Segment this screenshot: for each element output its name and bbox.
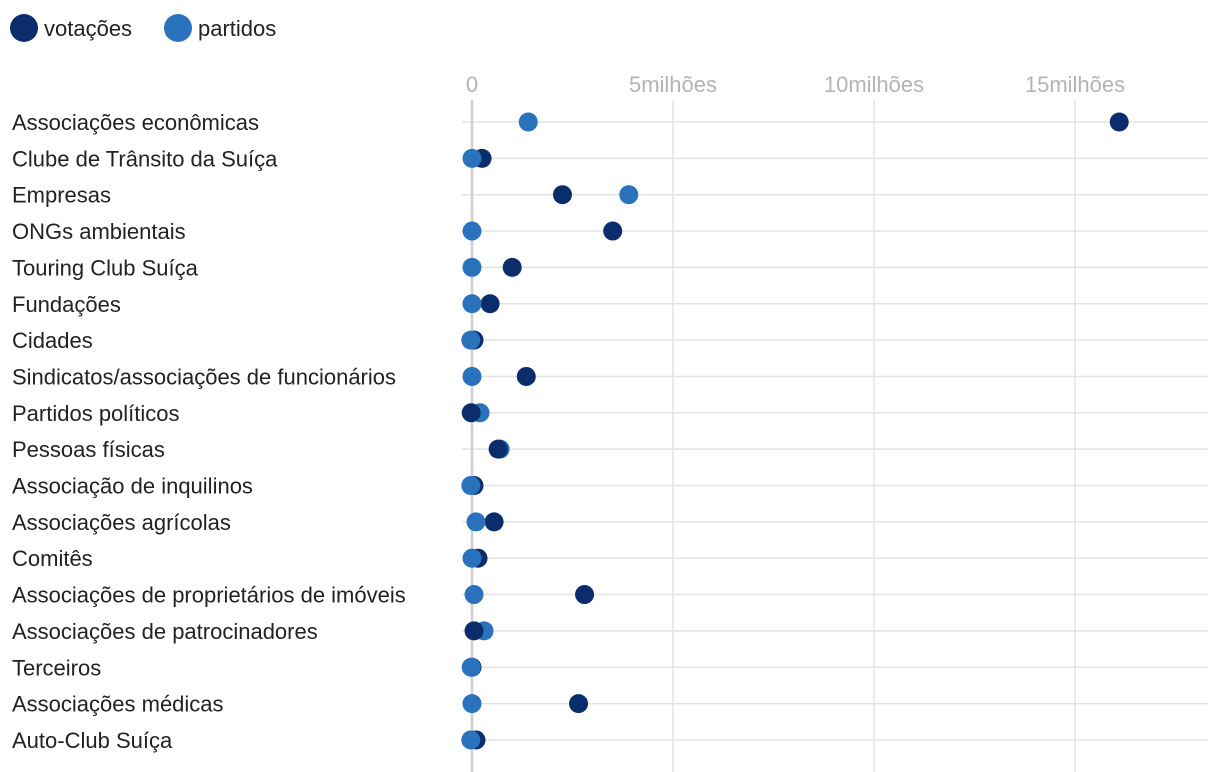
category-label: Associação de inquilinos [12, 474, 253, 499]
point-partidos [461, 730, 481, 750]
category-label: Associações médicas [12, 692, 224, 717]
category-label: Fundações [12, 292, 121, 317]
point-votacoes [484, 512, 504, 532]
category-label: Comitês [12, 546, 93, 571]
x-tick-label: 5milhões [629, 72, 717, 97]
point-partidos [462, 366, 482, 386]
category-label: Associações de patrocinadores [12, 619, 318, 644]
category-label: Associações de proprietários de imóveis [12, 583, 406, 608]
point-partidos [461, 657, 481, 677]
point-partidos [466, 512, 486, 532]
category-label: Touring Club Suíça [12, 255, 199, 280]
data-points [461, 112, 1129, 750]
legend-label-votacoes: votações [44, 16, 132, 41]
point-votacoes [575, 585, 595, 605]
category-label: Terceiros [12, 655, 101, 680]
category-label: Pessoas físicas [12, 437, 165, 462]
category-label: Auto-Club Suíça [12, 728, 173, 753]
category-label: Empresas [12, 183, 111, 208]
x-tick-label: 10milhões [824, 72, 924, 97]
category-label: Cidades [12, 328, 93, 353]
point-partidos [462, 694, 482, 714]
legend: votações partidos [10, 14, 276, 42]
point-votacoes [603, 221, 623, 241]
category-labels: Associações econômicas Clube de Trânsito … [12, 110, 406, 753]
point-partidos [461, 330, 481, 350]
category-label: Partidos políticos [12, 401, 180, 426]
point-partidos [462, 257, 482, 277]
category-label: Associações econômicas [12, 110, 259, 135]
category-label: Sindicatos/associações de funcionários [12, 364, 396, 389]
point-partidos [619, 185, 639, 205]
category-label: Clube de Trânsito da Suíça [12, 146, 278, 171]
legend-marker-votacoes [10, 14, 38, 42]
point-votacoes [461, 403, 481, 423]
point-votacoes [1109, 112, 1129, 132]
point-votacoes [464, 621, 484, 641]
point-votacoes [488, 439, 508, 459]
point-votacoes [552, 185, 572, 205]
legend-marker-partidos [164, 14, 192, 42]
point-partidos [462, 294, 482, 314]
point-votacoes [516, 366, 536, 386]
x-tick-label: 15milhões [1025, 72, 1125, 97]
point-partidos [461, 476, 481, 495]
category-label: ONGs ambientais [12, 219, 186, 244]
category-label: Associações agrícolas [12, 510, 231, 535]
x-tick-label: 0 [466, 72, 478, 97]
grid [462, 100, 1208, 772]
point-partidos [462, 148, 482, 168]
point-partidos [462, 221, 482, 241]
x-axis-ticks: 0 5milhões 10milhões 15milhões [466, 72, 1125, 97]
point-votacoes [569, 694, 589, 714]
point-partidos [518, 112, 538, 132]
legend-label-partidos: partidos [198, 16, 276, 41]
point-votacoes [480, 294, 500, 314]
point-partidos [464, 585, 484, 605]
point-partidos [462, 548, 482, 568]
point-votacoes [502, 257, 522, 277]
